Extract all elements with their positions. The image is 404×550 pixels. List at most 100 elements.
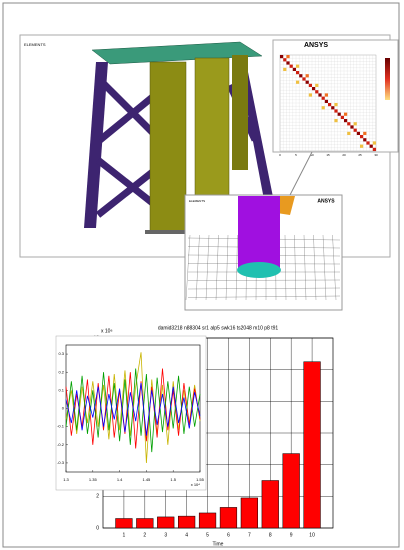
pile [238,196,280,268]
matrix-cell [306,74,309,77]
matrix-cell [338,113,341,116]
x-tick-label: 1.3 [63,477,69,482]
x-tick-label: 3 [164,532,167,538]
matrix-cell [286,61,289,64]
colorbar [385,58,390,100]
x-tick-label: 1.35 [89,477,98,482]
matrix-cell [290,65,293,68]
y-tick-label: 0.3 [58,351,64,356]
matrix-cell [334,109,337,112]
x-tick-label: 9 [290,532,293,538]
pile-base [237,262,281,278]
matrix-cell [347,122,350,125]
x-tick-label: 8 [269,532,272,538]
matrix-cell [363,132,366,135]
y-tick-label: 0.1 [58,387,64,392]
x-tick-label: 6 [227,532,230,538]
bar [220,507,237,528]
bar [136,519,153,529]
matrix-cell [363,138,366,141]
matrix-cell [280,55,283,58]
bar [178,516,195,528]
matrix-cell [299,74,302,77]
logo: ANSYS [304,42,328,49]
matrix-cell [296,81,299,84]
x-tick-label: 1.5 [170,477,176,482]
bar [304,362,321,528]
matrix-cell [315,84,318,87]
x-exponent: x 10⁴ [191,482,201,487]
y-tick-label: 0 [96,525,99,531]
x-axis-label: Time [213,541,224,547]
matrix-cell [360,145,363,148]
y-tick-label: 2 [96,494,99,500]
matrix-cell [370,145,373,148]
matrix-cell [325,100,328,103]
bar [157,517,174,528]
matrix-cell [347,132,350,135]
matrix-cell [296,71,299,74]
matrix-cell [344,113,347,116]
matrix-cell [331,106,334,109]
matrix-cell [302,77,305,80]
bar [283,454,300,528]
matrix-cell [341,116,344,119]
logo: ANSYS [317,198,335,204]
x-tick-label: 4 [185,532,188,538]
matrix-cell [366,141,369,144]
matrix-cell [283,58,286,61]
main-label: ELEMENTS [24,42,46,47]
page: ELEMENTS ANSYS 0 5 10 15 20 25 30 ELEMENTS ANS… [0,0,404,550]
matrix-cell [312,87,315,90]
matrix-cell [373,148,376,151]
base [145,230,191,234]
bar [262,481,279,529]
matrix-cell [334,119,337,122]
matrix-cell [373,141,376,144]
matrix-cell [286,55,289,58]
column [232,55,248,170]
column [150,62,186,232]
y-tick-label: -0.2 [57,442,65,447]
x-tick-label: 1.45 [143,477,152,482]
matrix-tick-label: 25 [358,153,362,157]
bar [241,498,258,528]
chart-title: damid3218 n88304 sr1 alp5 swk16 ts2048 m… [158,325,279,331]
x-tick-label: 2 [143,532,146,538]
matrix-cell [344,119,347,122]
matrix-cell [350,125,353,128]
matrix-tick-label: 15 [326,153,330,157]
zoom-label: ELEMENTS [189,199,205,203]
matrix-cell [309,84,312,87]
matrix-cell [309,93,312,96]
matrix-cell [293,68,296,71]
matrix-cell [357,132,360,135]
matrix-cell [328,103,331,106]
column [195,58,229,218]
matrix-cell [315,90,318,93]
matrix-cell [325,93,328,96]
x-tick-label: 5 [206,532,209,538]
x-tick-label: 1 [123,532,126,538]
matrix-cell [334,103,337,106]
y-tick-label: -0.1 [57,424,65,429]
x-tick-label: 1.4 [117,477,123,482]
y-tick-label: 0.2 [58,369,64,374]
matrix-cell [318,93,321,96]
matrix-cell [306,81,309,84]
matrix-tick-label: 30 [374,153,378,157]
x-tick-label: 10 [309,532,315,538]
bar [116,519,133,529]
matrix-cell [322,106,325,109]
y-tick-label: -0.3 [57,460,65,465]
matrix-cell [322,97,325,100]
matrix-tick-label: 20 [342,153,346,157]
x-tick-label: 7 [248,532,251,538]
y-exponent: x 10⁶ [101,328,113,334]
matrix-cell [360,135,363,138]
matrix-cell [354,122,357,125]
matrix-cell [296,65,299,68]
bar [199,513,216,528]
matrix-cell [283,68,286,71]
